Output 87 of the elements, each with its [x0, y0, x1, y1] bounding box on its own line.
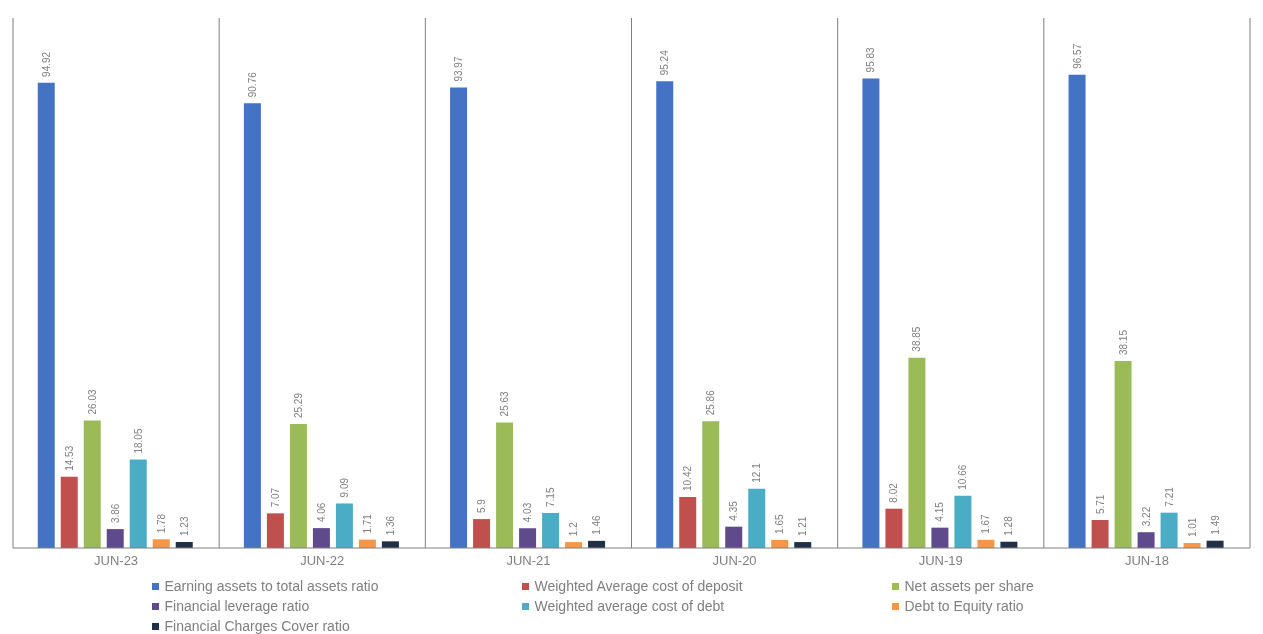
data-label: 3.22: [1140, 506, 1152, 527]
data-label: 1.01: [1186, 517, 1198, 538]
data-label: 5.71: [1094, 494, 1106, 515]
bar: [60, 476, 78, 548]
data-label: 93.97: [453, 56, 465, 82]
data-label: 7.21: [1163, 486, 1175, 507]
legend-label: Earning assets to total assets ratio: [163, 578, 380, 594]
bar: [702, 421, 720, 548]
data-label: 25.29: [292, 392, 304, 419]
data-label: 1.23: [178, 516, 190, 536]
data-label: 90.76: [246, 71, 258, 98]
data-label: 1.36: [384, 515, 396, 536]
data-label: 10.42: [682, 465, 694, 491]
bar: [1068, 74, 1086, 548]
data-label: 10.66: [957, 464, 969, 490]
data-label: 1.21: [797, 516, 809, 537]
data-label: 25.86: [705, 389, 717, 416]
data-label: 3.86: [109, 503, 121, 524]
data-label: 7.15: [545, 487, 557, 507]
data-label: 95.83: [865, 46, 877, 73]
bar: [748, 488, 766, 548]
data-label: 95.24: [659, 49, 671, 76]
bar: [473, 519, 491, 548]
legend-label: Weighted average cost of debt: [533, 598, 726, 614]
bar: [335, 503, 353, 548]
bar: [129, 459, 147, 548]
bar: [656, 81, 674, 548]
bar: [725, 526, 743, 548]
data-label: 4.15: [934, 501, 946, 522]
bar: [381, 541, 399, 548]
bar: [266, 513, 284, 548]
data-label: 1.2: [568, 521, 580, 537]
bar: [152, 539, 170, 548]
data-label: 8.02: [888, 482, 900, 503]
bar: [1137, 532, 1155, 548]
data-label: 5.9: [476, 498, 488, 514]
legend-label: Financial Charges Cover ratio: [163, 618, 351, 634]
bar: [954, 495, 972, 548]
data-label: 1.28: [1003, 515, 1015, 536]
bar: [37, 82, 55, 548]
legend-label: Financial leverage ratio: [163, 598, 311, 614]
x-tick-label: JUN-23: [94, 553, 139, 569]
data-label: 38.85: [911, 326, 923, 352]
data-label: 38.15: [1117, 329, 1129, 356]
bar: [106, 529, 124, 548]
bar: [885, 508, 903, 548]
legend-label: Net assets per share: [903, 578, 1035, 594]
bar: [679, 496, 697, 548]
bar: [519, 528, 537, 548]
bar: [289, 424, 307, 548]
data-label: 4.35: [728, 500, 740, 521]
data-label: 1.78: [155, 513, 167, 534]
data-label: 12.1: [751, 462, 763, 483]
bar: [908, 357, 926, 548]
legend-label: Weighted Average cost of deposit: [533, 578, 744, 594]
x-tick-label: JUN-22: [300, 553, 345, 569]
data-label: 4.06: [315, 502, 327, 523]
bar: [542, 512, 560, 548]
data-label: 1.67: [980, 513, 992, 534]
bar: [83, 420, 101, 548]
bar: [450, 87, 468, 548]
data-label: 25.63: [499, 390, 511, 417]
data-label: 96.57: [1071, 43, 1083, 69]
bar: [931, 527, 949, 548]
bar: [862, 78, 880, 548]
data-label: 1.49: [1209, 514, 1221, 535]
x-tick-label: JUN-18: [1124, 553, 1169, 569]
data-label: 26.03: [86, 388, 98, 415]
data-label: 1.71: [361, 513, 373, 534]
data-label: 1.65: [774, 514, 786, 534]
bar: [1114, 361, 1132, 548]
bar: [1160, 512, 1178, 548]
data-label: 14.53: [63, 445, 75, 471]
bar: [243, 103, 261, 548]
data-label: 4.03: [522, 502, 534, 523]
bar: [1091, 520, 1109, 548]
bar: [312, 528, 330, 548]
data-label: 94.92: [40, 51, 52, 77]
bar: [496, 422, 514, 548]
data-label: 7.07: [269, 487, 281, 508]
data-label: 9.09: [338, 477, 350, 498]
data-label: 1.46: [591, 514, 603, 535]
x-tick-label: JUN-21: [506, 553, 551, 569]
x-tick-label: JUN-20: [712, 553, 757, 569]
x-tick-label: JUN-19: [918, 553, 963, 569]
data-label: 18.05: [132, 428, 144, 454]
legend-label: Debt to Equity ratio: [903, 598, 1025, 614]
